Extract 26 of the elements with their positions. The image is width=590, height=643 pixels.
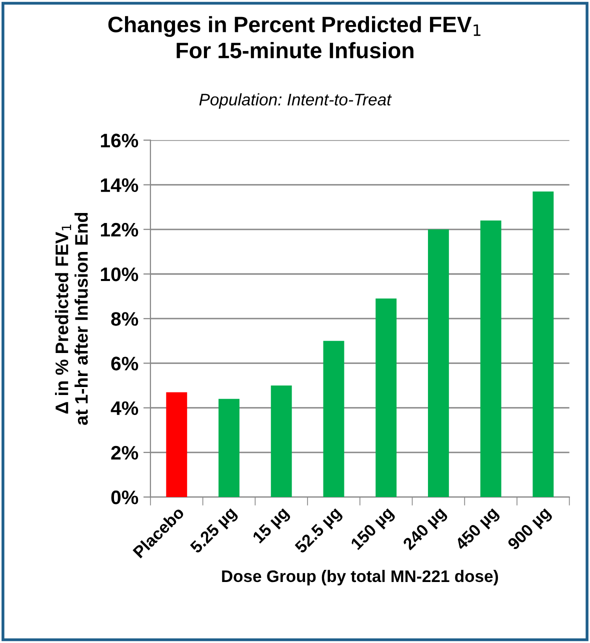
bar — [166, 392, 188, 498]
y-tick-label: 16% — [100, 134, 138, 148]
x-axis-title: Dose Group (by total MN-221 dose) — [222, 570, 498, 586]
y-tick-label: 4% — [110, 401, 138, 416]
y-tick-label: 8% — [111, 312, 138, 326]
x-tick-label: 240 µg — [402, 506, 449, 553]
y-tick-label: 0% — [111, 490, 138, 504]
chart-subtitle: Population: Intent-to-Treat — [199, 93, 392, 109]
x-tick-label: 900 µg — [506, 506, 554, 553]
x-tick-label: 15 µg — [252, 506, 292, 546]
y-tick-label: 6% — [111, 356, 138, 370]
chart-title: Changes in Percent Predicted FEV$_{1}$ For 15-minute Infusion — [108, 16, 480, 58]
y-axis-title: Δ in % Predicted FEV$_{1}$ at 1-hr after Infusion End — [55, 212, 88, 425]
x-tick-label: 450 µg — [454, 506, 502, 554]
x-tick-label: 150 µg — [350, 506, 396, 553]
bar — [323, 340, 344, 498]
y-tick-label: 12% — [100, 222, 138, 237]
y-tick-label: 14% — [100, 178, 138, 192]
bar — [480, 220, 502, 498]
y-tick-label: 10% — [100, 267, 138, 282]
bar — [376, 298, 397, 498]
bar — [428, 229, 449, 498]
bar — [270, 386, 292, 498]
bar — [218, 398, 240, 498]
y-tick-label: 2% — [111, 446, 138, 460]
bar — [532, 191, 554, 498]
